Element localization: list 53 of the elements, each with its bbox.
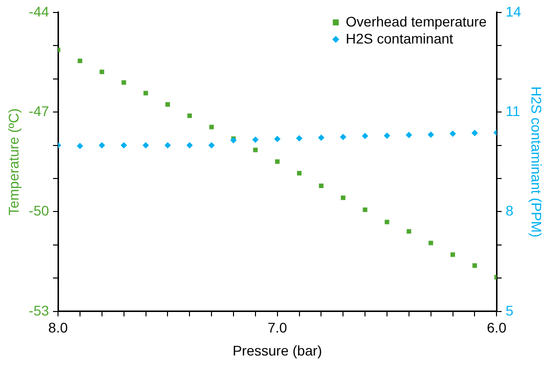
x-tick-label: 7.0 bbox=[268, 320, 288, 336]
point bbox=[76, 142, 84, 150]
point bbox=[384, 220, 390, 224]
point bbox=[318, 134, 324, 141]
y-axis-title: Temperature (ºC) bbox=[5, 108, 22, 216]
point bbox=[165, 102, 170, 107]
point bbox=[98, 142, 106, 148]
point bbox=[318, 184, 324, 188]
y2-tick-label: 5 bbox=[506, 302, 514, 318]
legend-label: H2S contaminant bbox=[346, 30, 454, 46]
point bbox=[142, 142, 149, 148]
y2-tick-label: 8 bbox=[506, 202, 514, 219]
point bbox=[252, 136, 259, 143]
point bbox=[384, 132, 390, 139]
point bbox=[428, 131, 434, 138]
point bbox=[362, 132, 368, 140]
point bbox=[297, 170, 302, 176]
point bbox=[450, 252, 456, 257]
x-axis-title: Pressure (bar) bbox=[232, 342, 322, 358]
point bbox=[340, 134, 346, 140]
point bbox=[296, 135, 302, 142]
point bbox=[164, 142, 171, 148]
y2-axis-title: H2S contaminant (PPM) bbox=[528, 86, 545, 238]
point bbox=[472, 263, 477, 268]
y-tick-label: -47 bbox=[28, 102, 50, 119]
point bbox=[78, 58, 82, 64]
point bbox=[100, 70, 104, 74]
point bbox=[253, 148, 258, 152]
y-tick-label: -50 bbox=[28, 202, 50, 219]
point bbox=[209, 124, 214, 130]
point bbox=[187, 113, 192, 118]
point bbox=[122, 80, 126, 85]
point bbox=[186, 142, 193, 148]
point bbox=[340, 196, 346, 200]
x-tick-label: 6.0 bbox=[486, 320, 507, 336]
point bbox=[472, 130, 478, 136]
point bbox=[143, 90, 148, 96]
point bbox=[362, 207, 368, 212]
point bbox=[230, 137, 237, 144]
y-tick-label: -44 bbox=[28, 3, 50, 20]
point bbox=[275, 159, 280, 164]
y2-tick-label: 11 bbox=[506, 102, 520, 119]
point bbox=[450, 130, 456, 137]
point bbox=[120, 142, 128, 148]
point bbox=[406, 132, 412, 138]
point bbox=[274, 136, 281, 142]
legend-label: Overhead temperature bbox=[346, 13, 487, 30]
point bbox=[208, 142, 215, 148]
point bbox=[428, 240, 434, 246]
point bbox=[406, 229, 412, 234]
y2-tick-label: 14 bbox=[506, 3, 522, 20]
x-tick-label: 8.0 bbox=[48, 320, 68, 336]
y-tick-label: -53 bbox=[28, 302, 50, 318]
